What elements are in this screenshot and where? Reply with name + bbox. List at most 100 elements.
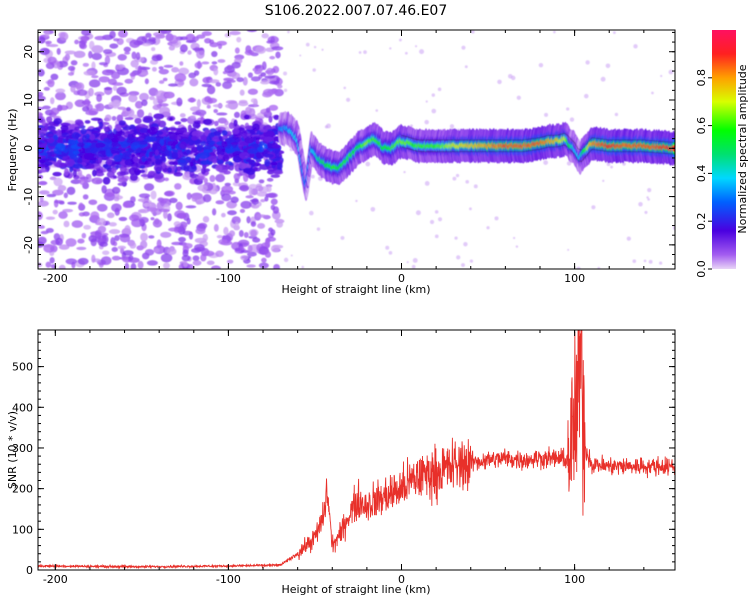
colorbar-tick-label: 0.4 <box>695 165 708 183</box>
heatmap-cell <box>215 200 225 205</box>
heatmap-cell <box>231 61 241 69</box>
heatmap-cell <box>251 198 259 205</box>
heatmap-cell <box>151 55 162 62</box>
heatmap-cell <box>244 49 255 56</box>
heatmap-cell <box>224 147 235 154</box>
heatmap-cell <box>196 145 203 152</box>
heatmap-cell <box>141 99 148 107</box>
y-tick-label: 20 <box>22 45 35 59</box>
heatmap-cell <box>668 69 674 75</box>
heatmap-cell <box>455 173 460 178</box>
heatmap-cell <box>194 61 203 69</box>
heatmap-cell <box>255 185 264 192</box>
heatmap-cell <box>226 79 236 83</box>
heatmap-cell <box>200 141 206 147</box>
heatmap-cell <box>238 162 247 169</box>
heatmap-cell <box>228 30 241 36</box>
heatmap-cell <box>84 119 91 124</box>
heatmap-cell <box>196 175 206 179</box>
heatmap-cell <box>117 245 127 250</box>
heatmap-cell <box>602 179 605 182</box>
heatmap-cell <box>55 88 66 94</box>
heatmap-cell <box>89 133 96 141</box>
heatmap-cell <box>173 172 183 177</box>
heatmap-cell <box>83 70 96 76</box>
heatmap-cell <box>47 43 59 48</box>
heatmap-cell <box>187 50 192 55</box>
heatmap-cell <box>82 105 90 112</box>
heatmap-cell <box>234 47 240 54</box>
heatmap-cell <box>355 199 358 203</box>
heatmap-cell <box>98 121 104 129</box>
heatmap-cell <box>47 56 57 64</box>
heatmap-cell <box>152 172 164 180</box>
heatmap-cell <box>260 199 266 203</box>
heatmap-cell <box>38 181 48 186</box>
heatmap-cell <box>67 72 75 76</box>
heatmap-cell <box>267 89 280 95</box>
heatmap-cell <box>117 177 128 183</box>
heatmap-cell <box>201 83 212 88</box>
heatmap-cell <box>154 218 160 225</box>
heatmap-cell <box>193 243 205 251</box>
heatmap-cell <box>239 184 250 192</box>
heatmap-cell <box>168 227 179 232</box>
heatmap-cell <box>154 149 160 156</box>
heatmap-cell <box>124 225 131 234</box>
heatmap-cell <box>233 119 238 127</box>
heatmap-cell <box>266 177 274 182</box>
y-tick-label: 0 <box>22 145 35 152</box>
heatmap-cell <box>231 128 240 135</box>
heatmap-cell <box>179 61 184 66</box>
heatmap-cell <box>140 164 146 169</box>
heatmap-cell <box>196 99 201 108</box>
heatmap-cell <box>516 95 521 100</box>
heatmap-cell <box>240 249 251 253</box>
heatmap-cell <box>39 196 44 203</box>
heatmap-cell <box>154 158 162 166</box>
heatmap-cell <box>45 62 55 70</box>
heatmap-cell <box>452 176 457 181</box>
heatmap-cell <box>52 134 59 141</box>
heatmap-cell <box>78 40 86 49</box>
heatmap-cell <box>111 203 122 213</box>
heatmap-cell <box>147 175 154 179</box>
heatmap-cell <box>276 221 284 228</box>
heatmap-cell <box>82 194 89 200</box>
heatmap-cell <box>114 235 120 242</box>
heatmap-cell <box>243 232 249 238</box>
heatmap-cell <box>81 134 87 143</box>
heatmap-cell <box>203 168 211 172</box>
heatmap-cell <box>461 263 465 268</box>
heatmap-cell <box>77 142 85 148</box>
heatmap-cell <box>154 154 161 160</box>
heatmap-cell <box>290 254 293 257</box>
heatmap-cell <box>43 86 50 91</box>
heatmap-cell <box>52 209 58 215</box>
heatmap-cell <box>76 246 87 251</box>
heatmap-cell <box>50 97 55 105</box>
heatmap-cell <box>211 61 218 65</box>
heatmap-cell <box>224 33 231 38</box>
heatmap-cell <box>140 240 148 249</box>
heatmap-cell <box>38 225 45 229</box>
heatmap-cell <box>340 235 345 240</box>
heatmap-cell <box>53 177 63 187</box>
heatmap-cell <box>211 208 217 216</box>
heatmap-cell <box>187 97 197 103</box>
heatmap-cell <box>543 160 549 165</box>
heatmap-cell <box>53 117 63 125</box>
heatmap-cell <box>612 31 616 35</box>
heatmap-cell <box>597 266 601 269</box>
heatmap-cell <box>195 200 202 205</box>
colorbar-label: Normalized spectral amplitude <box>736 64 749 233</box>
heatmap-cell <box>192 260 202 266</box>
heatmap-cell <box>419 49 425 55</box>
heatmap-cell <box>244 125 255 130</box>
heatmap-cell <box>55 237 63 246</box>
heatmap-cell <box>231 216 241 225</box>
heatmap-cell <box>153 164 163 172</box>
heatmap-cell <box>209 175 216 183</box>
heatmap-cell <box>313 45 317 49</box>
heatmap-cell <box>149 96 155 101</box>
